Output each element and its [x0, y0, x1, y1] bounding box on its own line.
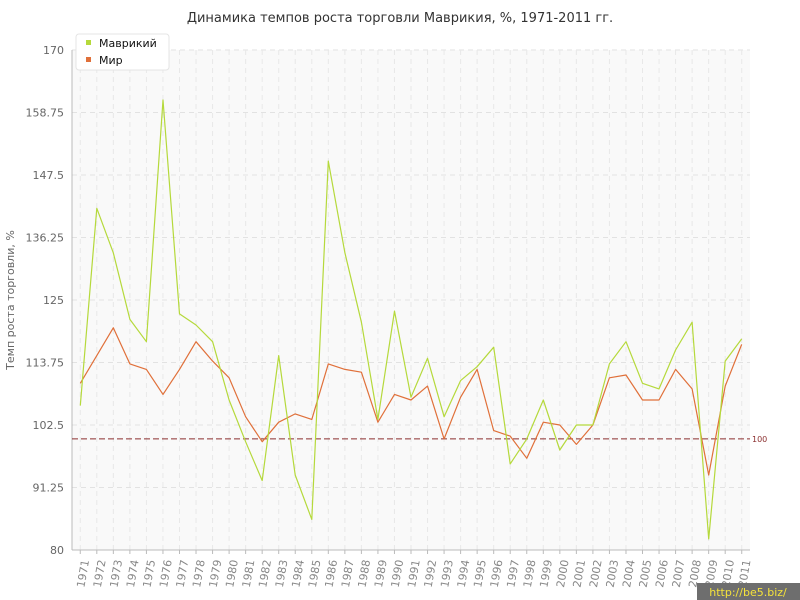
x-tick-label: 1982: [256, 559, 274, 589]
y-tick-label: 125: [43, 294, 64, 307]
legend-label-mauritius: Маврикий: [99, 37, 157, 50]
y-tick-label: 113.75: [26, 357, 65, 370]
x-tick-label: 2003: [604, 559, 622, 589]
legend-swatch-mauritius: [86, 40, 91, 45]
y-axis-title: Темп роста торговли, %: [4, 230, 17, 371]
x-tick-label: 2006: [653, 559, 671, 589]
x-tick-label: 1974: [124, 559, 142, 589]
x-tick-label: 1994: [455, 559, 473, 589]
x-tick-label: 2007: [670, 559, 688, 589]
x-tick-label: 1975: [141, 559, 159, 589]
legend[interactable]: Маврикий Мир: [75, 33, 170, 71]
y-tick-label: 158.75: [26, 107, 65, 120]
reference-line-group: 100: [72, 435, 767, 444]
x-tick-label: 1978: [190, 559, 208, 589]
x-tick-label: 1973: [107, 559, 125, 589]
x-tick-label: 1995: [471, 559, 489, 589]
series-line-world[interactable]: [79, 327, 743, 476]
y-tick-label: 102.5: [33, 419, 65, 432]
x-tick-label: 2011: [736, 559, 754, 589]
x-tick-label: 2005: [637, 559, 655, 589]
x-tick-label: 1980: [223, 559, 241, 589]
x-tick-label: 1971: [74, 559, 92, 589]
x-tick-label: 1983: [273, 559, 291, 589]
x-tick-label: 1998: [521, 559, 539, 589]
x-tick-label: 1999: [537, 559, 555, 589]
x-tick-label: 2009: [703, 559, 721, 589]
x-tick-label: 1977: [174, 559, 192, 589]
legend-swatch-world: [86, 57, 91, 62]
grid: [72, 49, 750, 550]
x-tick-label: 1997: [504, 559, 522, 589]
x-tick-label: 2008: [686, 559, 704, 589]
chart-title: Динамика темпов роста торговли Маврикия,…: [187, 11, 613, 26]
watermark-link[interactable]: http://be5.biz/: [709, 586, 787, 599]
legend-box: [75, 33, 170, 71]
x-tick-label: 2000: [554, 559, 572, 589]
reference-line-label: 100: [752, 435, 767, 444]
y-tick-label: 91.25: [33, 482, 65, 495]
x-tick-label: 2001: [571, 559, 589, 589]
x-tick-label: 1990: [389, 559, 407, 589]
legend-label-world: Мир: [99, 54, 123, 67]
x-tick-label: 2004: [620, 559, 638, 589]
x-tick-label: 1979: [207, 559, 225, 589]
x-tick-label: 1989: [372, 559, 390, 589]
x-tick-label: 1984: [289, 559, 307, 589]
y-tick-label: 147.5: [33, 169, 65, 182]
series-line-mauritius[interactable]: [79, 99, 743, 540]
watermark[interactable]: http://be5.biz/: [697, 583, 800, 600]
x-tick-label: 1996: [488, 559, 506, 589]
y-tick-label: 80: [50, 544, 64, 557]
x-tick-label: 1976: [157, 559, 175, 589]
y-tick-label: 170: [43, 44, 64, 57]
x-tick-label: 1986: [322, 559, 340, 589]
y-tick-label: 136.25: [26, 232, 65, 245]
watermark-background: [697, 583, 800, 600]
x-tick-label: 1981: [240, 559, 258, 589]
axes: 80 91.25 102.5 113.75 125 136.25 147.5 158.75 17…: [26, 44, 754, 589]
x-tick-label: 2010: [719, 559, 737, 589]
x-tick-label: 1991: [405, 559, 423, 589]
x-tick-label: 1988: [356, 559, 374, 589]
x-tick-label: 1985: [306, 559, 324, 589]
series-group: [79, 99, 743, 540]
x-tick-label: 1972: [91, 559, 109, 589]
x-tick-label: 1993: [438, 559, 456, 589]
x-tick-label: 1987: [339, 559, 357, 589]
x-tick-label: 1992: [422, 559, 440, 589]
x-tick-label: 2002: [587, 559, 605, 589]
